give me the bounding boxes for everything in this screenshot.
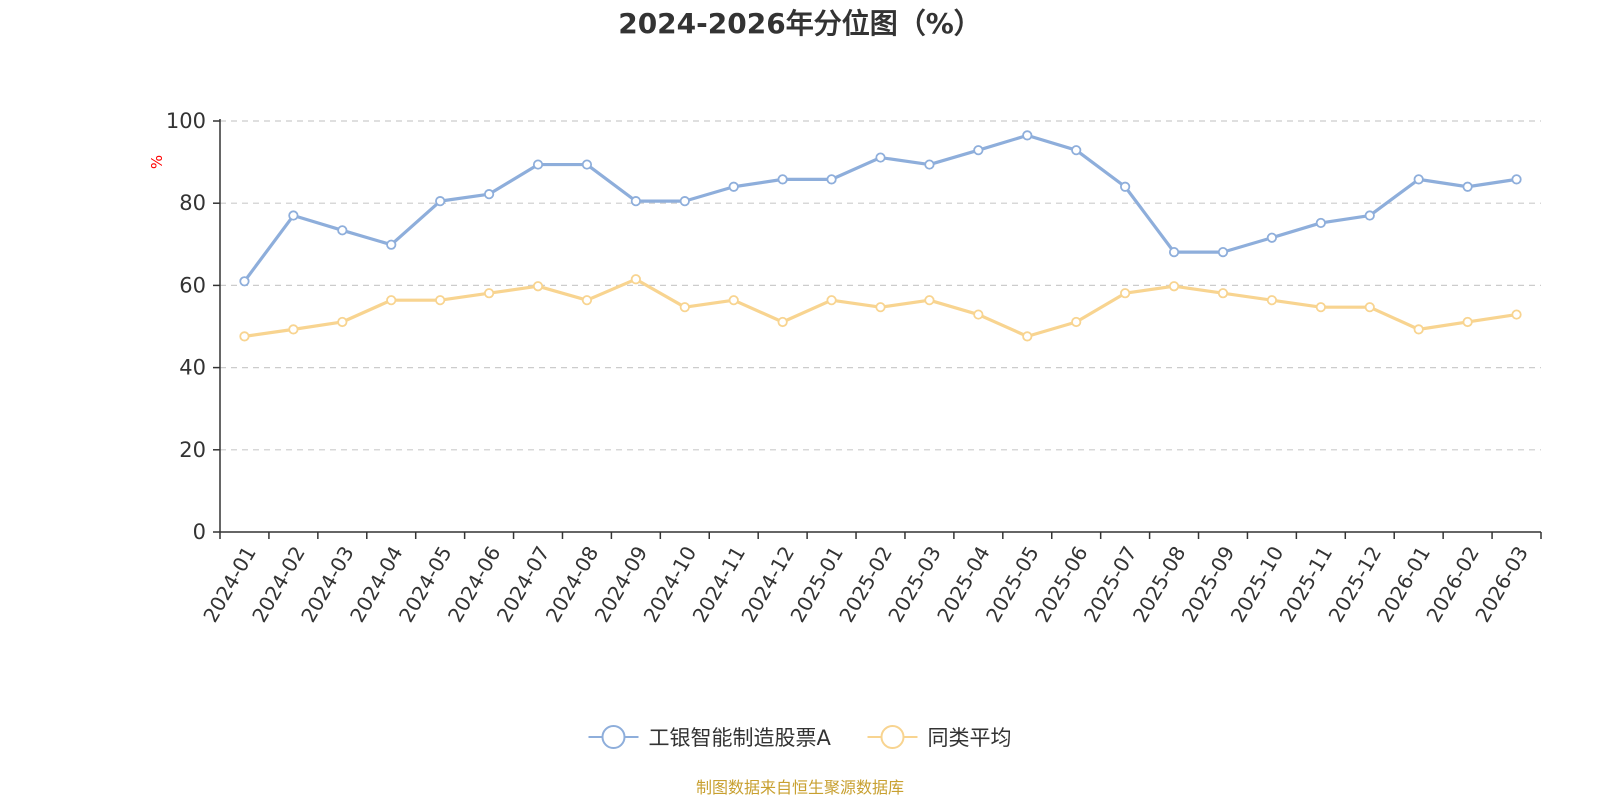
legend: 工银智能制造股票A 同类平均 [588,725,1012,750]
series-lines [239,130,1522,342]
data-point [1462,181,1473,192]
legend-label: 工银智能制造股票A [649,726,832,750]
legend-marker [601,725,626,749]
legend-item: 同类平均 [867,725,1012,750]
series-2 [239,274,1522,342]
y-tick-label: 0 [193,520,206,544]
data-point [973,145,984,156]
legend-item: 工银智能制造股票A [588,725,832,750]
data-point [1168,247,1180,258]
data-point [973,309,984,320]
data-point [337,316,348,328]
series-1 [239,130,1522,287]
data-point [239,276,250,287]
data-point [1120,288,1131,299]
data-point [1022,331,1033,342]
y-axis-unit-label: % [148,155,166,169]
grid-lines [220,120,1541,451]
data-point [337,225,348,236]
data-point [386,295,397,306]
data-point [1364,302,1375,313]
data-point [1120,181,1131,192]
data-point [728,295,739,306]
source-note: 制图数据来自恒生聚源数据库 [696,778,904,797]
data-point [1511,309,1522,320]
data-point [679,302,690,313]
data-point [1217,247,1229,258]
data-point [630,196,641,207]
data-point [1413,174,1424,185]
data-point [288,324,299,335]
legend-label: 同类平均 [928,726,1012,750]
data-point [1511,174,1522,185]
data-point [1022,130,1033,141]
data-point [532,159,544,170]
data-point [435,196,446,207]
data-point [679,196,690,207]
data-point [777,316,788,328]
data-point [1217,288,1229,299]
data-point [581,159,593,170]
data-point [1462,316,1473,328]
y-tick-label: 60 [179,273,206,297]
data-point [826,174,837,185]
data-point [532,281,544,292]
y-tick-label: 100 [166,109,206,133]
data-point [1364,210,1375,221]
data-point [924,159,935,170]
chart-title: 2024-2026年分位图（%） [618,7,982,40]
data-point [1315,302,1326,313]
data-point [630,274,641,285]
data-point [826,295,837,306]
y-tick-label: 40 [179,356,206,380]
legend-marker [880,725,905,749]
data-point [728,181,739,192]
y-tick-label: 20 [179,438,206,462]
data-point [1071,316,1082,328]
data-point [1266,232,1278,243]
data-point [435,295,446,306]
data-point [483,288,495,299]
data-point [1266,295,1278,306]
data-point [875,302,886,313]
data-point [1071,145,1082,156]
data-point [239,331,250,342]
data-point [924,295,935,306]
data-point [777,174,788,185]
data-point [1315,217,1326,229]
data-point [581,295,593,306]
data-point [1168,281,1180,292]
data-point [875,152,886,163]
data-point [386,239,397,250]
data-point [483,189,495,200]
data-point [1413,324,1424,335]
data-point [288,210,299,221]
y-tick-label: 80 [179,191,206,215]
